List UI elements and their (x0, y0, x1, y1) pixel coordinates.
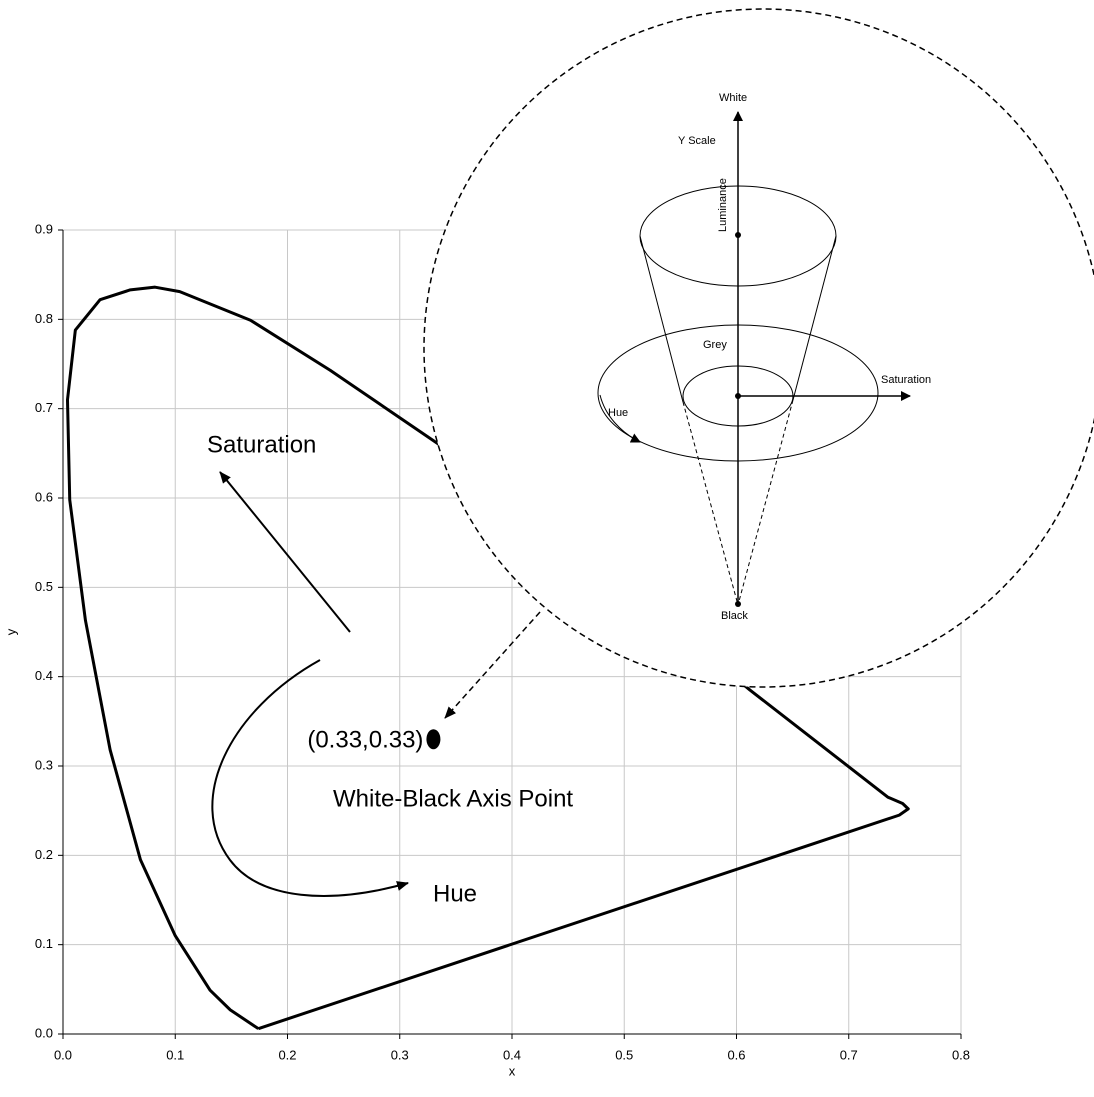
x-tick-label: 0.8 (952, 1047, 970, 1062)
inset: White Y Scale Luminance Grey Saturation … (423, 8, 1094, 688)
x-tick-label: 0.4 (503, 1047, 521, 1062)
x-tick-label: 0.1 (166, 1047, 184, 1062)
x-axis-label: x (509, 1063, 516, 1078)
y-tick-label: 0.2 (35, 847, 53, 862)
x-tick-label: 0.2 (278, 1047, 296, 1062)
inset-label: White (719, 92, 747, 104)
inset-label: Saturation (881, 374, 931, 386)
point-label: (0.33,0.33) (307, 727, 423, 754)
y-tick-label: 0.1 (35, 936, 53, 951)
x-tick-label: 0.3 (391, 1047, 409, 1062)
hue-arrow (599, 394, 641, 443)
annotation: Hue (433, 880, 477, 907)
annotation: White-Black Axis Point (333, 785, 573, 812)
front: (0.33,0.33) (307, 727, 441, 754)
plot: 0.0 0.1 0.2 0.3 0.4 0.5 0.6 0.7 0.8 0.0 0.1 0.2 0.3 0… (3, 221, 970, 1078)
y-tick-label: 0.0 (35, 1025, 53, 1040)
inset-circle (423, 8, 1094, 688)
cone-edge (639, 235, 684, 403)
spectral-locus (65, 285, 910, 1031)
inset-label: Black (721, 610, 748, 622)
inset-label: Y Scale (678, 135, 716, 147)
y-axis-label: y (3, 628, 18, 635)
x-tick-label: 0.7 (840, 1047, 858, 1062)
inset-label: Grey (703, 339, 727, 351)
y-tick-label: 0.8 (35, 311, 53, 326)
annotation: Saturation (207, 431, 316, 458)
cone-edge (737, 399, 794, 606)
y-tick-label: 0.5 (35, 579, 53, 594)
pointer-arrow (444, 611, 541, 719)
hue-arrow (211, 659, 409, 897)
y-tick-label: 0.4 (35, 668, 53, 683)
y-tick-label: 0.7 (35, 400, 53, 415)
x-tick-label: 0.0 (54, 1047, 72, 1062)
white-point (426, 729, 441, 750)
dot (735, 232, 741, 238)
dot (735, 393, 741, 399)
y-tick-label: 0.3 (35, 757, 53, 772)
cone-edge (792, 235, 837, 401)
y-tick-label: 0.6 (35, 489, 53, 504)
inset-label: Luminance (717, 178, 729, 232)
x-tick-label: 0.5 (615, 1047, 633, 1062)
y-tick-label: 0.9 (35, 221, 53, 236)
inset-label: Hue (608, 407, 628, 419)
saturation-arrow (219, 471, 351, 633)
x-tick-label: 0.6 (727, 1047, 745, 1062)
dot (735, 601, 741, 607)
cone-edge (682, 401, 739, 606)
